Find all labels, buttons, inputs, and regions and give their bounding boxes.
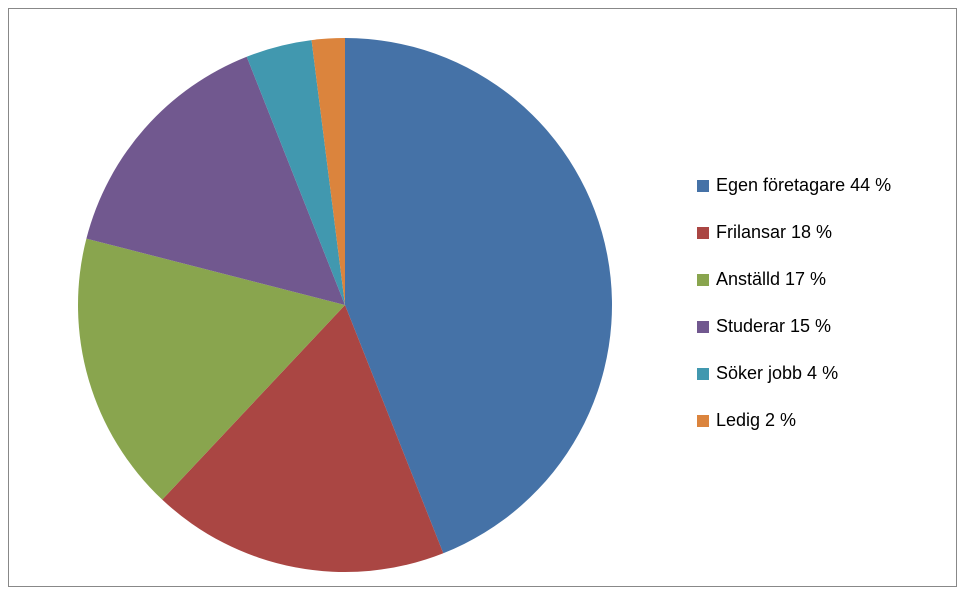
legend-swatch <box>697 180 709 192</box>
legend-label: Frilansar 18 % <box>716 222 832 242</box>
pie-slice <box>162 305 444 572</box>
legend-label: Egen företagare 44 % <box>716 175 891 195</box>
pie-slice <box>311 38 345 305</box>
legend-label: Studerar 15 % <box>716 316 831 336</box>
legend-swatch <box>697 274 709 286</box>
legend-label: Ledig 2 % <box>716 410 796 430</box>
pie-slice <box>78 238 346 500</box>
legend-swatch <box>697 227 709 239</box>
pie-slice <box>86 56 345 305</box>
legend-swatch <box>697 415 709 427</box>
pie-slice <box>246 40 345 305</box>
legend-swatch <box>697 321 709 333</box>
pie-slice <box>345 38 612 554</box>
legend-label: Söker jobb 4 % <box>716 363 838 383</box>
legend-label: Anställd 17 % <box>716 269 826 289</box>
legend-swatch <box>697 368 709 380</box>
